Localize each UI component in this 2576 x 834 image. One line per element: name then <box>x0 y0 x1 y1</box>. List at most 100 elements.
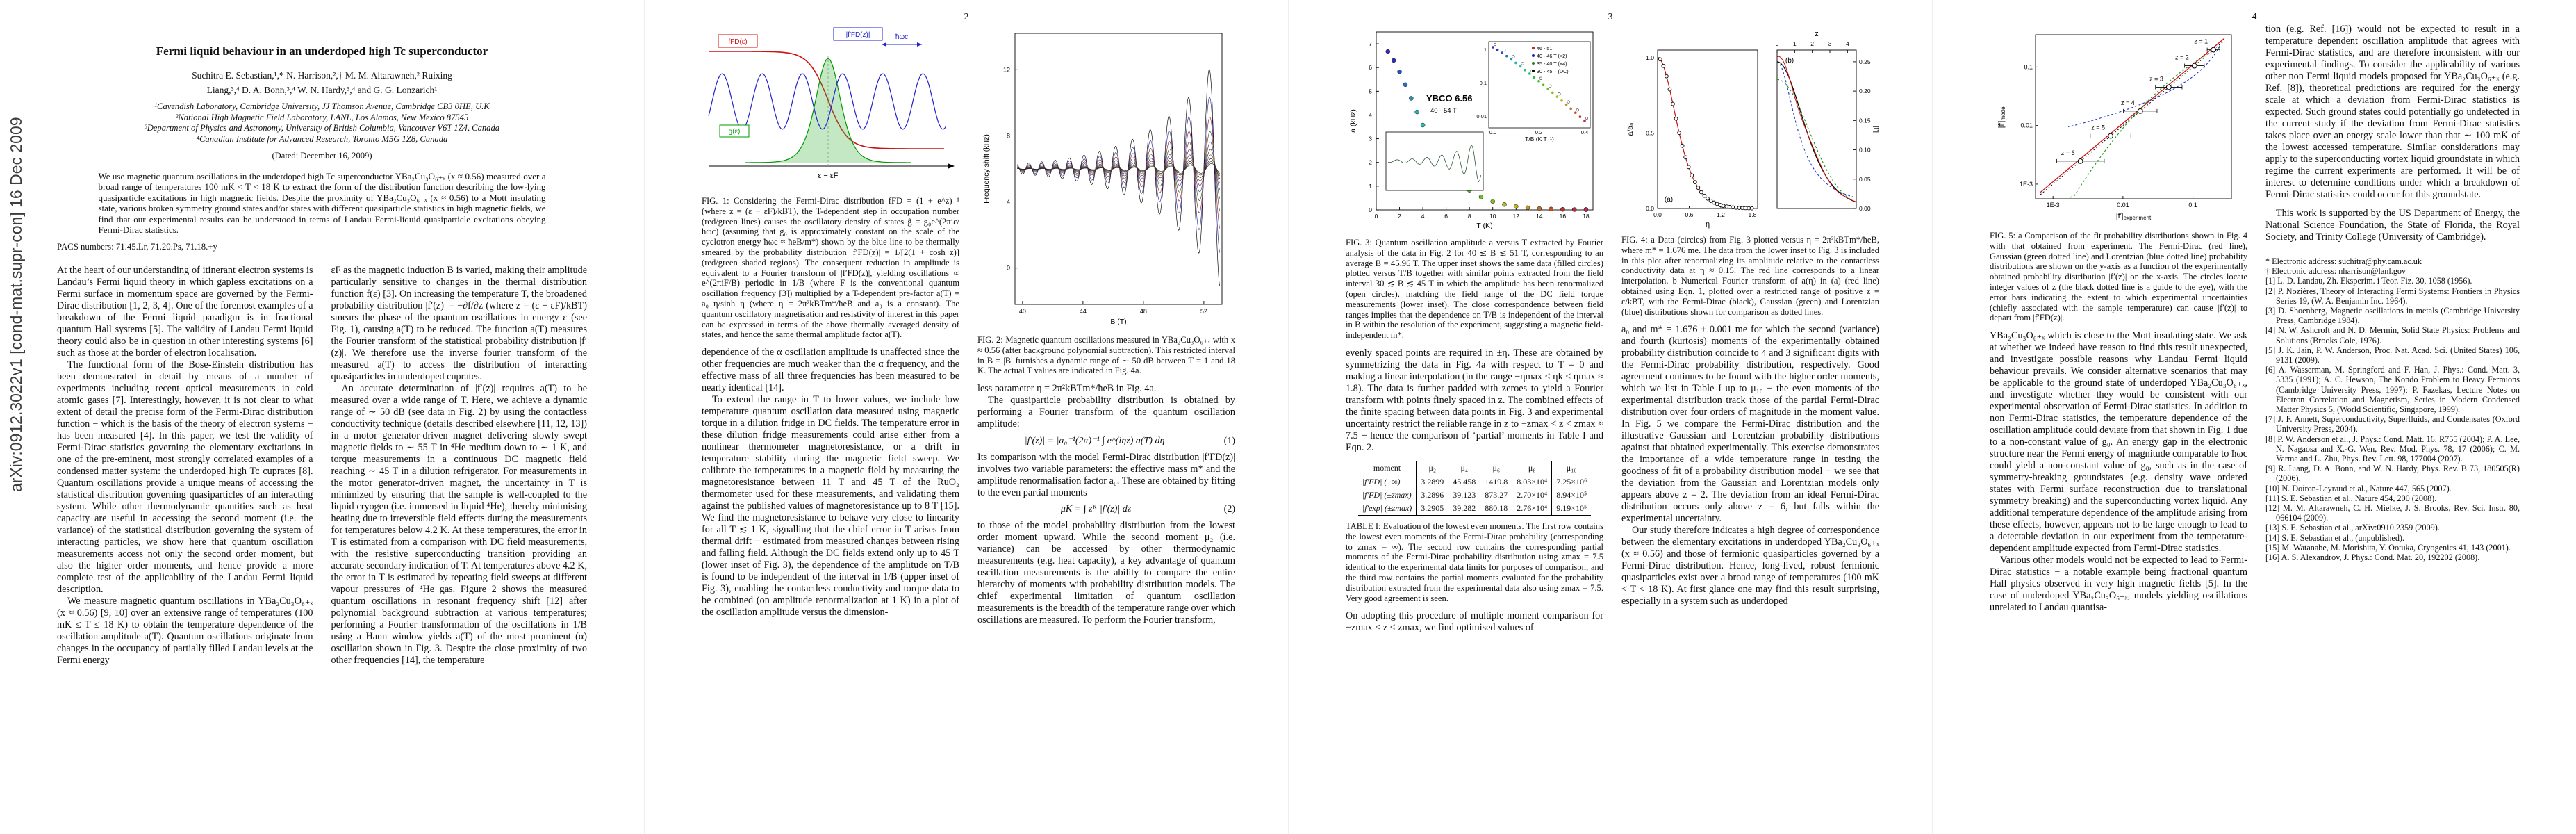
svg-text:40: 40 <box>1019 308 1026 315</box>
svg-text:2: 2 <box>1398 213 1401 220</box>
svg-text:(b): (b) <box>1785 57 1794 65</box>
svg-text:0.2: 0.2 <box>1535 129 1542 136</box>
figure-3-caption: FIG. 3: Quantum oscillation amplitude a … <box>1346 238 1603 341</box>
svg-text:0.4: 0.4 <box>1581 129 1588 136</box>
table-header: μ₁₀ <box>1551 461 1592 475</box>
svg-text:6: 6 <box>1369 64 1372 71</box>
svg-text:1.2: 1.2 <box>1717 211 1725 218</box>
svg-text:0.1: 0.1 <box>2188 202 2197 208</box>
page4-column-2: tion (e.g. Ref. [16]) would not be expec… <box>2265 24 2520 614</box>
svg-text:0.0: 0.0 <box>1646 205 1654 212</box>
paragraph: Our study therefore indicates a high deg… <box>1621 525 1879 607</box>
svg-text:0.1: 0.1 <box>1480 80 1487 86</box>
affiliation-1: ¹Cavendish Laboratory, Cambridge Univers… <box>154 101 490 111</box>
svg-text:0: 0 <box>1776 40 1779 47</box>
reference-item: [8] P. W. Anderson et al., J. Phys.: Con… <box>2265 434 2520 464</box>
figure-4: 0.0 0.6 1.2 1.8 0.0 0.5 1.0 η a/a₀ (a) 0 1 2 3 4 z 0.00 0… <box>1626 30 1879 229</box>
svg-text:|f′|: |f′| <box>1872 126 1879 133</box>
paragraph: At the heart of our understanding of iti… <box>57 265 313 359</box>
svg-text:0.15: 0.15 <box>1859 117 1871 124</box>
author-line-1: Suchitra E. Sebastian,¹,* N. Harrison,²,… <box>192 70 452 81</box>
svg-text:1.0: 1.0 <box>1646 54 1654 61</box>
svg-text:|f′|experiment: |f′|experiment <box>2116 212 2152 221</box>
arxiv-stamp: arXiv:0912.3022v1 [cond-mat.supr-con] 16… <box>7 117 25 492</box>
svg-text:35 - 40 T (×4): 35 - 40 T (×4) <box>1537 60 1567 67</box>
figure-1-caption: FIG. 1: Considering the Fermi-Dirac dist… <box>702 196 959 340</box>
paragraph: εF as the magnetic induction B is varied… <box>331 265 588 383</box>
page2-column-1: ħωc fFD(ε) |f′FD(z)| g(ε) ε − εF FIG. 1: Con… <box>702 24 959 626</box>
svg-text:z = 5: z = 5 <box>2091 124 2105 131</box>
svg-text:0.10: 0.10 <box>1859 147 1871 154</box>
svg-text:1E-3: 1E-3 <box>2047 202 2060 208</box>
svg-text:0.6: 0.6 <box>1685 211 1694 218</box>
svg-text:40 - 54 T: 40 - 54 T <box>1430 107 1457 115</box>
figure-1-curves: ħωc fFD(ε) |f′FD(z)| g(ε) ε − εF <box>708 27 955 180</box>
paragraph: The quasiparticle probability distributi… <box>977 395 1235 430</box>
paragraph: dependence of the α oscillation amplitud… <box>702 347 959 394</box>
paragraph: We measure magnetic quantum oscillations… <box>57 596 313 667</box>
reference-item: [9] R. Liang, D. A. Bonn, and W. N. Hard… <box>2265 464 2520 484</box>
table-header: μ₄ <box>1448 461 1480 475</box>
author-line-2: Liang,³,⁴ D. A. Bonn,³,⁴ W. N. Hardy,³,⁴… <box>206 85 438 95</box>
svg-text:0: 0 <box>1375 213 1378 220</box>
paragraph: a₀ and m* = 1.676 ± 0.001 me for which t… <box>1621 324 1879 525</box>
table-header: μ₂ <box>1416 461 1448 475</box>
reference-item: [5] J. K. Jain, P. W. Anderson, Proc. Na… <box>2265 345 2520 366</box>
reference-item: [14] S. E. Sebastian et al., (unpublishe… <box>2265 532 2405 543</box>
reference-item: [6] A. Wasserman, M. Springford and F. H… <box>2265 365 2520 415</box>
svg-text:z: z <box>1815 30 1819 38</box>
reference-item: [10] N. Doiron-Leyraud et al., Nature 44… <box>2265 483 2452 493</box>
svg-text:30 - 45 T (DC): 30 - 45 T (DC) <box>1537 68 1569 74</box>
svg-text:48: 48 <box>1140 308 1147 315</box>
dated-line: (Dated: December 16, 2009) <box>272 151 372 161</box>
svg-text:1: 1 <box>1369 183 1372 190</box>
page-number: 2 <box>964 11 969 22</box>
svg-text:3: 3 <box>1828 40 1832 47</box>
abstract: We use magnetic quantum oscillations in … <box>98 171 546 236</box>
svg-text:z = 4: z = 4 <box>2121 99 2135 106</box>
svg-text:z = 2: z = 2 <box>2175 54 2189 61</box>
table-1-caption: TABLE I: Evaluation of the lowest even m… <box>1346 521 1603 603</box>
footnote: † Electronic address: nharrison@lanl.gov <box>2265 266 2406 277</box>
reference-item: [15] M. Watanabe, M. Morishita, Y. Ootuk… <box>2265 542 2511 553</box>
svg-text:YBCO 6.56: YBCO 6.56 <box>1426 93 1472 104</box>
page-4: 4 1E-3 1E-3 0.01 0.01 0.1 0.1 |f′|model |f′|exp… <box>1932 0 2576 834</box>
affiliation-3: ³Department of Physics and Astronomy, Un… <box>144 123 500 133</box>
svg-text:0.0: 0.0 <box>1489 129 1496 136</box>
svg-text:8: 8 <box>1468 213 1471 220</box>
svg-text:0.25: 0.25 <box>1859 58 1871 65</box>
table-row: |f′FD| (±∞) 3.2899 45.458 1419.8 8.03×10… <box>1358 475 1592 489</box>
svg-text:0.01: 0.01 <box>2117 202 2129 208</box>
svg-text:ħωc: ħωc <box>895 33 908 41</box>
equation-1-body: |f′(z)| = |a₀⁻¹(2π)⁻¹ ∫ e^(iηz) a(T) dη| <box>1024 436 1168 447</box>
svg-text:40 - 46 T (×2): 40 - 46 T (×2) <box>1537 53 1567 59</box>
svg-text:a/a₀: a/a₀ <box>1626 123 1635 136</box>
page-number: 4 <box>2252 11 2257 22</box>
svg-text:46 - 51 T: 46 - 51 T <box>1537 45 1557 51</box>
svg-text:T/B (K T⁻¹): T/B (K T⁻¹) <box>1525 136 1554 142</box>
reference-item: [3] D. Shoenberg, Magnetic oscillations … <box>2265 306 2520 326</box>
svg-text:4: 4 <box>1369 111 1372 118</box>
svg-text:0.00: 0.00 <box>1859 205 1871 212</box>
svg-text:fFD(ε): fFD(ε) <box>728 38 747 46</box>
svg-text:2: 2 <box>1369 159 1372 166</box>
figure-5: 1E-3 1E-3 0.01 0.01 0.1 0.1 |f′|model |f′|exper… <box>1997 34 2232 221</box>
table-row: |f′exp| (±zmax) 3.2905 39.282 880.18 2.7… <box>1358 501 1592 516</box>
paragraph: Its comparison with the model Fermi-Dira… <box>977 452 1235 499</box>
paragraph: To extend the range in T to lower values… <box>702 394 959 619</box>
reference-item: [12] M. M. Altarawneh, C. H. Mielke, J. … <box>2265 503 2520 523</box>
paragraph: to those of the model probability distri… <box>977 520 1235 626</box>
svg-text:z = 3: z = 3 <box>2149 75 2163 82</box>
svg-text:Frequency shift (kHz): Frequency shift (kHz) <box>982 134 991 204</box>
svg-text:T (K): T (K) <box>1476 222 1492 230</box>
svg-text:|f′|model: |f′|model <box>1997 105 2006 128</box>
page-1: Fermi liquid behaviour in an underdoped … <box>0 0 644 834</box>
paragraph: evenly spaced points are required in ±η.… <box>1346 347 1603 453</box>
reference-item: [11] S. E. Sebastian et al., Nature 454,… <box>2265 493 2437 503</box>
svg-text:z = 6: z = 6 <box>2061 149 2075 156</box>
